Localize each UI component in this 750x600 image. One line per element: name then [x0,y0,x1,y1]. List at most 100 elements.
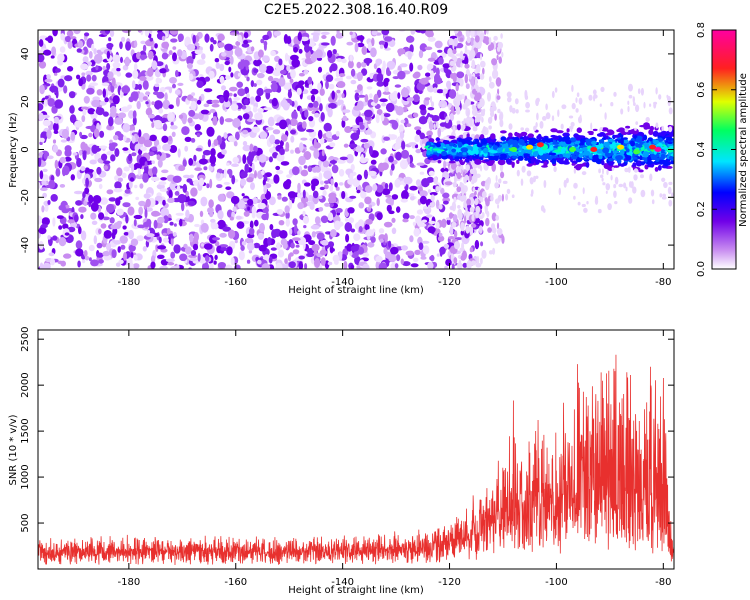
spectrogram-cell-1791 [445,258,452,266]
spectrogram-cell-1245 [300,169,309,177]
spectrogram-cell-4233 [612,142,616,148]
spectrogram-cell-2026 [106,50,111,60]
spectrogram-cell-1812 [406,123,412,127]
spectrogram-cell-2104 [413,71,421,78]
spectrogram-cell-2370 [77,40,84,49]
spectrogram-cell-4462 [498,178,502,184]
spectrogram-cell-4392 [637,88,641,95]
spectrogram-cell-789 [346,153,354,164]
spectrogram-cell-1873 [356,71,363,81]
spectrogram-cell-2070 [367,170,377,176]
spectrogram-cell-2477 [137,136,146,145]
spectrogram-cell-1481 [143,193,151,199]
spectrogram-cell-1421 [93,235,98,245]
spectrogram-cell-1583 [232,156,239,164]
spectrogram-cell-4447 [536,112,539,121]
spectrogram-cell-4408 [575,97,578,103]
spectrogram-cell-2500 [391,120,399,130]
spectrogram-cell-1529 [63,85,68,94]
spectrogram-cell-4365 [452,181,457,188]
spectrogram-cell-1354 [207,139,211,148]
spectrogram-cell-4091 [622,137,628,140]
spectrogram-cell-2231 [153,91,159,96]
spectrogram-cell-1989 [428,220,436,225]
spectrogram-cell-2197 [161,35,166,41]
spectrogram-cell-3159 [585,161,590,168]
spectrogram-cell-2656 [450,105,455,114]
spectrogram-cell-616 [251,126,260,133]
spectrogram-cell-2631 [496,54,499,61]
spectrogram-cell-3564 [458,159,463,163]
spectrogram-cell-4330 [633,102,636,106]
spectrogram-cell-1342 [453,196,457,203]
spectrogram-cell-1572 [402,218,409,223]
spectrogram-cell-1163 [242,113,250,120]
spectrogram-cell-2060 [250,182,255,191]
spectrogram-x-tick-label-4: -100 [545,277,568,288]
spectrogram-cell-3962 [618,139,623,142]
spectrogram-cell-742 [91,220,98,225]
spectrogram-cell-642 [336,89,341,94]
spectrogram-cell-2455 [90,259,99,267]
spectrogram-cell-4029 [608,158,614,162]
spectrogram-cell-198 [256,79,263,86]
spectrogram-cell-2342 [53,116,60,124]
spectrogram-cell-2194 [364,185,373,193]
spectrogram-cell-1249 [312,190,319,199]
spectrogram-cell-2025 [338,73,346,77]
spectrogram-cell-1406 [443,160,447,169]
spectrogram-cell-2504 [365,218,373,225]
spectrogram-cell-2174 [110,105,117,116]
spectrogram-cell-4352 [628,94,633,99]
spectrogram-cell-2037 [258,244,267,252]
spectrogram-cell-2292 [197,253,201,262]
spectrogram-cell-1177 [465,83,470,90]
spectrogram-cell-1118 [242,141,248,146]
spectrogram-cell-650 [358,202,365,209]
spectrogram-cell-4175 [537,139,541,142]
spectrogram-cell-1718 [98,228,102,235]
spectrogram-cell-1405 [189,233,194,243]
spectrogram-cell-4453 [578,116,582,124]
spectrogram-cell-1959 [186,63,193,69]
spectrogram-cell-4404 [573,168,577,174]
spectrogram-cell-4240 [598,154,603,160]
spectrogram-cell-2163 [342,115,348,122]
spectrogram-cell-1991 [267,75,274,82]
spectrogram-cell-2763 [464,215,467,224]
spectrogram-cell-2531 [129,177,135,182]
spectrogram-cell-4452 [618,183,624,188]
spectrogram-cell-1704 [188,158,194,166]
spectrogram-cell-3975 [500,130,507,134]
spectrogram-cell-915 [308,116,314,122]
spectrogram-cell-2465 [117,177,123,183]
spectrogram-cell-2257 [151,146,158,151]
spectrogram-cell-2184 [332,49,337,55]
spectrogram-cell-2599 [406,97,415,102]
spectrogram-cell-340 [248,250,253,254]
spectrogram-cell-2842 [471,180,475,185]
spectrogram-cell-4182 [603,141,610,147]
spectrogram-cell-4389 [465,206,468,214]
spectrogram-cell-2781 [490,223,496,230]
spectrogram-cell-2536 [73,214,79,223]
spectrogram-cell-1759 [331,90,336,100]
spectrogram-cell-2769 [477,30,480,35]
spectrogram-cell-4455 [628,181,632,188]
spectrogram-cell-4290 [627,100,630,106]
spectrogram-cell-2009 [181,126,190,136]
spectrogram-cell-2699 [459,78,464,87]
spectrogram-cell-1756 [415,149,422,154]
spectrogram-cell-2219 [388,210,395,215]
spectrogram-cell-2264 [67,40,73,49]
spectrogram-cell-839 [300,137,308,141]
spectrogram-cell-2169 [221,52,227,57]
spectrogram-cell-1855 [103,230,113,239]
spectrogram-cell-2719 [450,73,456,79]
spectrogram-cell-2615 [500,171,505,179]
spectrogram-cell-4405 [464,174,469,180]
spectrogram-cell-4356 [543,180,547,188]
spectrogram-cell-2796 [447,47,453,57]
spectrogram-cell-1183 [361,68,368,76]
spectrogram-cell-720 [96,252,104,258]
